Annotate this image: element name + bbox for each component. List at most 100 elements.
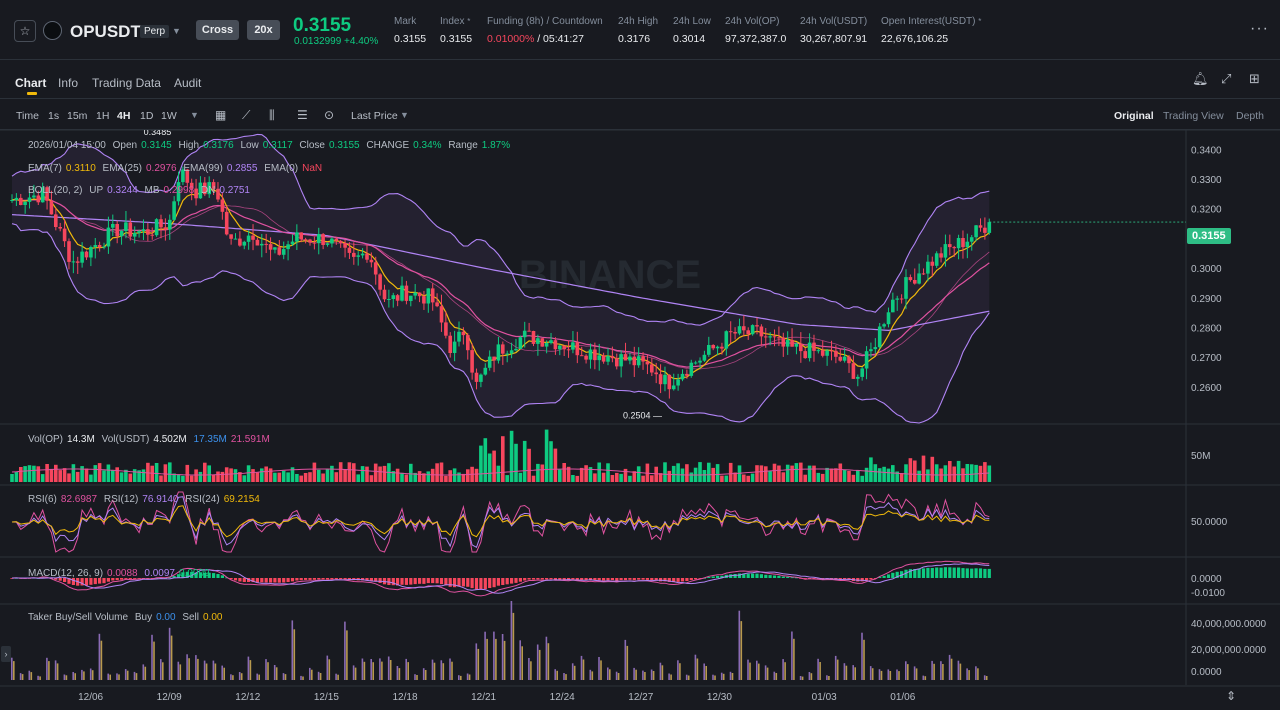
taker-sell-bar bbox=[933, 663, 935, 680]
macd-histogram-bar bbox=[422, 578, 426, 584]
volume-bar bbox=[132, 469, 137, 482]
macd-histogram-bar bbox=[510, 578, 514, 584]
tab-trading-data[interactable]: Trading Data bbox=[92, 76, 161, 90]
leverage-button[interactable]: 20x bbox=[247, 20, 280, 40]
view-trading-view[interactable]: Trading View bbox=[1163, 110, 1224, 122]
crosshair-icon[interactable]: ⊙ bbox=[324, 108, 335, 122]
candle-body bbox=[921, 273, 926, 275]
volume-bar bbox=[97, 463, 102, 482]
volume-bar bbox=[536, 463, 540, 482]
candle-body bbox=[606, 356, 610, 362]
macd-histogram-bar bbox=[435, 578, 439, 584]
taker-buy-bar bbox=[89, 668, 92, 680]
macd-histogram-bar bbox=[873, 578, 877, 579]
volume-bar bbox=[422, 473, 426, 482]
taker-buy-bar bbox=[361, 658, 364, 680]
candle-body bbox=[917, 273, 921, 284]
candle-body bbox=[540, 338, 545, 347]
macd-histogram-bar bbox=[689, 578, 693, 580]
volume-bar bbox=[667, 470, 672, 482]
taker-buy-bar bbox=[817, 658, 819, 680]
stat-value: 0.3176 bbox=[618, 33, 651, 45]
volume-bar bbox=[238, 472, 242, 482]
layout-grid-icon[interactable]: ⊞ bbox=[1249, 71, 1260, 86]
volume-bar bbox=[956, 460, 961, 482]
macd-histogram-bar bbox=[150, 578, 154, 579]
settings-sliders-icon[interactable]: ☰ bbox=[297, 108, 308, 122]
expand-panel-icon[interactable]: › bbox=[1, 646, 11, 662]
candle-body bbox=[422, 296, 426, 304]
taker-buy-bar bbox=[756, 660, 758, 680]
candle-body bbox=[509, 350, 514, 354]
interval-1d[interactable]: 1D bbox=[140, 110, 154, 122]
taker-sell-bar bbox=[758, 663, 760, 680]
tab-chart[interactable]: Chart bbox=[15, 76, 47, 90]
taker-sell-bar bbox=[118, 674, 120, 680]
chart-canvas[interactable]: BINANCE 0.3485 0.2504 — 0.3400 0.3300 0.320… bbox=[0, 130, 1280, 710]
taker-sell-bar bbox=[950, 658, 953, 680]
stat-open-interest: Open Interest(USDT) * 22,676,106.25 bbox=[881, 16, 981, 45]
candle-body bbox=[965, 241, 970, 248]
tab-audit[interactable]: Audit bbox=[174, 76, 202, 90]
taker-sell-bar bbox=[635, 669, 637, 680]
candle-body bbox=[860, 368, 864, 377]
symbol-name[interactable]: OPUSDT bbox=[70, 22, 141, 41]
fullscreen-icon[interactable]: ⤢ bbox=[1221, 71, 1232, 86]
taker-sell-bar bbox=[232, 675, 234, 680]
taker-buy-bar bbox=[168, 627, 171, 680]
taker-buy-bar bbox=[466, 673, 469, 680]
candle-body bbox=[864, 351, 869, 369]
volume-bar bbox=[522, 440, 527, 482]
candle-body bbox=[558, 345, 562, 350]
favorite-star-icon[interactable]: ☆ bbox=[14, 20, 36, 42]
margin-mode-button[interactable]: Cross bbox=[196, 20, 239, 40]
interval-1h[interactable]: 1H bbox=[96, 110, 110, 122]
interval-4h[interactable]: 4H bbox=[117, 110, 131, 122]
candle-body bbox=[132, 233, 137, 237]
candle-body bbox=[615, 358, 619, 367]
price-type-dropdown-icon[interactable]: ▼ bbox=[400, 110, 409, 120]
taker-buy-bar bbox=[440, 660, 443, 680]
candle-body bbox=[969, 237, 974, 242]
more-options-icon[interactable]: ··· bbox=[1250, 20, 1269, 37]
candle-body bbox=[58, 227, 62, 229]
candle-body bbox=[812, 342, 816, 351]
macd-histogram-bar bbox=[869, 578, 873, 580]
candle-body bbox=[409, 295, 413, 301]
volume-bar bbox=[352, 463, 356, 482]
candle-body bbox=[755, 325, 759, 327]
volume-bar bbox=[720, 475, 724, 482]
candle-type-icon[interactable]: ⫼ bbox=[269, 108, 275, 122]
symbol-dropdown-caret-icon[interactable]: ▼ bbox=[172, 26, 181, 36]
stat-label: Mark bbox=[394, 16, 417, 27]
stat-24h-vol-usdt: 24h Vol(USDT) 30,267,807.91 bbox=[800, 16, 867, 45]
macd-histogram-bar bbox=[63, 578, 67, 582]
taker-sell-bar bbox=[626, 645, 629, 680]
calendar-icon[interactable]: ▦ bbox=[215, 108, 227, 122]
candle-body bbox=[71, 261, 76, 263]
volume-bar bbox=[961, 468, 965, 482]
taker-buy-bar bbox=[607, 667, 609, 680]
tab-info[interactable]: Info bbox=[58, 76, 79, 90]
view-depth[interactable]: Depth bbox=[1236, 110, 1265, 122]
candle-body bbox=[720, 346, 724, 349]
taker-buy-bar bbox=[852, 665, 854, 680]
alert-bell-icon[interactable]: 🔔︎ bbox=[1192, 71, 1209, 86]
volume-bar bbox=[851, 474, 856, 482]
candle-body bbox=[636, 356, 641, 366]
interval-1w[interactable]: 1W bbox=[161, 110, 177, 122]
view-original[interactable]: Original bbox=[1114, 110, 1154, 122]
taker-sell-bar bbox=[346, 630, 348, 680]
candle-body bbox=[14, 197, 19, 200]
taker-buy-bar bbox=[230, 674, 232, 680]
indicator-icon[interactable]: ⟋ bbox=[242, 108, 251, 122]
candle-body bbox=[128, 222, 133, 237]
volume-bar bbox=[746, 475, 750, 482]
volume-bar bbox=[768, 471, 772, 482]
interval-dropdown-icon[interactable]: ▼ bbox=[190, 110, 199, 120]
interval-15m[interactable]: 15m bbox=[67, 110, 88, 122]
price-type-select[interactable]: Last Price bbox=[351, 110, 398, 122]
interval-1s[interactable]: 1s bbox=[48, 110, 60, 122]
candle-body bbox=[934, 253, 939, 266]
candle-body bbox=[505, 353, 509, 355]
